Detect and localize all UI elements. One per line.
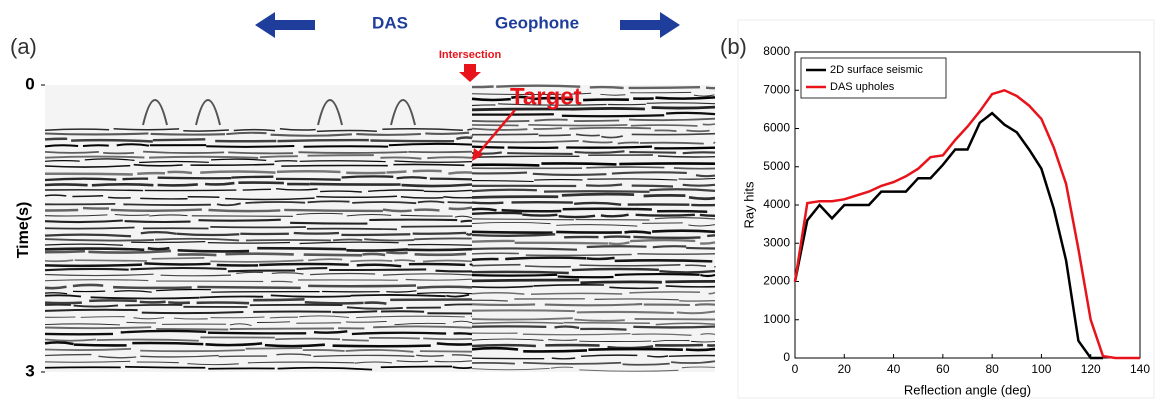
panel-label: (b) [720, 34, 747, 59]
y-tick-label: 3000 [763, 235, 790, 249]
panel-label: (a) [10, 34, 37, 59]
x-tick-label: 80 [985, 362, 999, 376]
x-tick-label: 140 [1130, 362, 1150, 376]
y-axis-label: Time(s) [15, 202, 32, 259]
seismic-image [45, 85, 715, 372]
x-tick-label: 60 [936, 362, 950, 376]
y-tick-label: 8000 [763, 44, 790, 58]
target-label: Target [510, 83, 582, 110]
geophone-label: Geophone [495, 13, 579, 32]
left-arrow [255, 12, 315, 38]
y-tick-label: 0 [25, 74, 34, 93]
x-tick-label: 120 [1081, 362, 1101, 376]
x-tick-label: 40 [887, 362, 901, 376]
right-arrow [620, 12, 680, 38]
y-tick-label: 1000 [763, 312, 790, 326]
reflector [472, 304, 715, 305]
x-tick-label: 100 [1031, 362, 1051, 376]
y-tick-label: 6000 [763, 121, 790, 135]
x-tick-label: 0 [792, 362, 799, 376]
figure: DAS Geophone (a) Intersection Target Tim… [0, 0, 1159, 400]
intersection-arrow [459, 64, 481, 82]
legend-entry: 2D surface seismic [830, 64, 923, 76]
y-tick-label: 3 [25, 361, 34, 380]
chart: (b) 0 20 40 60 80 100 120 140 0 1000 2000 3000 4000 50… [720, 20, 1154, 398]
x-axis-label: Reflection angle (deg) [904, 382, 1031, 397]
y-tick-label: 4000 [763, 197, 790, 211]
y-axis-label: Ray hits [741, 181, 756, 228]
x-tick-label: 20 [838, 362, 852, 376]
y-tick-label: 0 [783, 350, 790, 364]
das-label: DAS [372, 13, 408, 32]
y-tick-label: 2000 [763, 274, 790, 288]
y-tick-label: 5000 [763, 159, 790, 173]
y-tick-label: 7000 [763, 82, 790, 96]
intersection-label: Intersection [439, 49, 502, 61]
legend-entry: DAS upholes [830, 81, 895, 93]
